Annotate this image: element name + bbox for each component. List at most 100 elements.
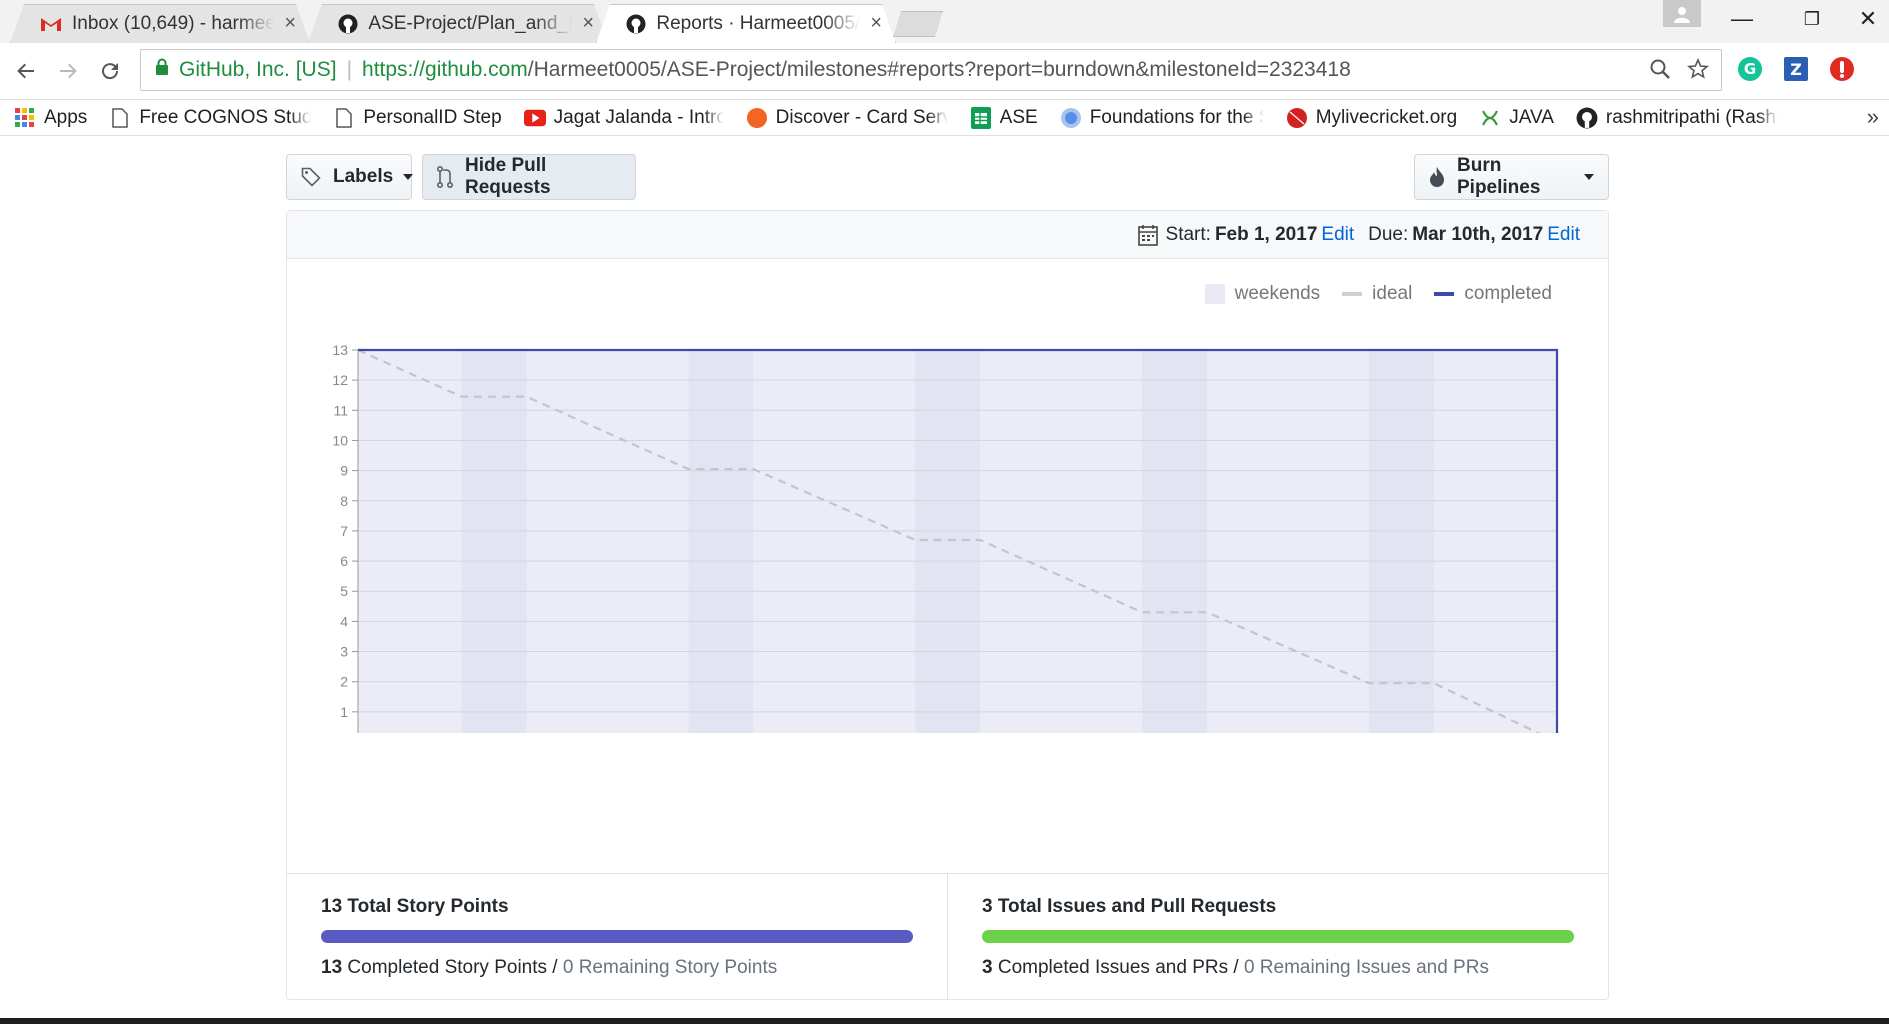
apps-grid-icon	[14, 107, 36, 129]
edit-due-link[interactable]: Edit	[1547, 223, 1580, 245]
y-tick-label-2: 2	[340, 674, 348, 690]
story-breakdown: 13 Completed Story Points / 0 Remaining …	[321, 957, 778, 978]
start-date: Feb 1, 2017	[1214, 223, 1318, 245]
browser-tab-strip: Inbox (10,649) - harmeet × ASE-Project/P…	[0, 0, 1889, 43]
issues-progress-fill	[982, 930, 1574, 943]
issues-total: 3 Total Issues and Pull Requests	[982, 896, 1277, 917]
url-path: /Harmeet0005/ASE-Project/milestones#repo…	[527, 58, 1351, 81]
cricket-ball-icon	[1286, 107, 1308, 129]
chart-legend: weekends ideal completed	[1204, 283, 1552, 305]
chevron-down-icon	[403, 174, 414, 180]
y-tick-label-8: 8	[340, 493, 348, 509]
hide-pull-requests-label: Hide Pull Requests	[465, 155, 551, 198]
y-tick-label-11: 11	[333, 402, 348, 418]
bookmark-discover[interactable]: Discover - Card Servic	[746, 107, 948, 129]
burn-pipelines-button[interactable]: Burn Pipelines	[1414, 154, 1609, 200]
bookmark-jagat[interactable]: Jagat Jalanda - Intro -	[523, 107, 724, 129]
y-tick-label-12: 12	[332, 372, 348, 388]
legend-weekends[interactable]: weekends	[1204, 283, 1320, 305]
weekend-band-3	[1142, 350, 1208, 733]
issues-breakdown: 3 Completed Issues and PRs / 0 Remaining…	[982, 957, 1489, 978]
profile-icon[interactable]	[1663, 0, 1701, 27]
close-icon[interactable]: ×	[582, 12, 594, 34]
weekend-band-2	[915, 350, 981, 733]
github-icon	[338, 13, 358, 35]
new-tab-button[interactable]	[893, 11, 943, 37]
tab-label: Inbox (10,649) - harmeet	[72, 12, 275, 34]
y-tick-label-4: 4	[340, 613, 348, 629]
chevron-down-icon	[1584, 174, 1594, 180]
gmail-icon	[40, 13, 62, 35]
completed-line	[358, 348, 1559, 733]
bookmark-java[interactable]: JAVA	[1479, 107, 1554, 129]
labels-button[interactable]: Labels	[286, 154, 414, 200]
bookmark-star-icon[interactable]	[1687, 57, 1709, 86]
story-progress-bar	[321, 930, 913, 943]
issues-progress-bar	[982, 930, 1574, 943]
address-bar-row: GitHub, Inc. [US] | https://github.com/H…	[0, 43, 1889, 100]
url-host: https://github.com	[362, 58, 528, 81]
tab-plan[interactable]: ASE-Project/Plan_and_In ×	[308, 4, 608, 43]
bookmark-rashmi[interactable]: rashmitripathi (Rashm	[1576, 107, 1778, 129]
due-label: Due:	[1368, 223, 1409, 245]
bookmarks-bar: Apps Free COGNOS Study C PersonalID Step…	[0, 100, 1889, 136]
burndown-report: Start: Feb 1, 2017 Edit Due: Mar 10th, 2…	[286, 210, 1609, 1000]
pull-request-icon	[437, 166, 453, 188]
sheets-icon	[970, 106, 992, 129]
milestone-dates: Start: Feb 1, 2017 Edit Due: Mar 10th, 2…	[287, 211, 1608, 259]
weekend-band-0	[461, 350, 527, 733]
bookmark-apps[interactable]: Apps	[14, 107, 87, 129]
labels-button-label: Labels	[333, 166, 394, 187]
tag-icon	[301, 167, 321, 187]
tab-reports[interactable]: Reports · Harmeet0005/A ×	[596, 4, 896, 43]
y-tick-label-10: 10	[332, 432, 348, 448]
svg-text:Z: Z	[1790, 60, 1802, 79]
zoom-icon[interactable]	[1649, 58, 1671, 86]
youtube-icon	[523, 107, 546, 129]
y-tick-label-3: 3	[340, 644, 348, 660]
bookmark-cricket[interactable]: Mylivecricket.org	[1286, 107, 1457, 129]
report-stats: 13 Total Story Points 13 Completed Story…	[287, 873, 1608, 999]
taskbar-edge	[0, 1018, 1889, 1024]
forward-icon[interactable]	[52, 55, 84, 87]
zotero-icon[interactable]: Z	[1782, 55, 1810, 83]
adblock-icon[interactable]	[1828, 55, 1856, 83]
hide-pull-requests-button[interactable]: Hide Pull Requests	[422, 154, 636, 200]
y-tick-label-7: 7	[340, 523, 348, 539]
restore-icon[interactable]: ❐	[1803, 9, 1821, 29]
back-icon[interactable]	[10, 55, 42, 87]
grammarly-icon[interactable]: G	[1736, 55, 1764, 83]
issues-stat: 3 Total Issues and Pull Requests 3 Compl…	[947, 874, 1608, 999]
tab-gmail[interactable]: Inbox (10,649) - harmeet ×	[10, 4, 310, 43]
y-tick-label-5: 5	[340, 583, 348, 599]
story-total: 13 Total Story Points	[321, 896, 509, 917]
burn-pipelines-label: Burn Pipelines	[1457, 155, 1541, 198]
burndown-chart: 012345678910111213Feb 1stFeb 3rdFeb 5thF…	[332, 342, 1559, 733]
page-icon	[333, 107, 355, 129]
close-window-icon[interactable]: ✕	[1858, 6, 1878, 31]
legend-completed[interactable]: completed	[1434, 283, 1552, 305]
tab-label: Reports · Harmeet0005/A	[656, 12, 861, 34]
java-icon	[1479, 107, 1501, 129]
close-icon[interactable]: ×	[284, 12, 296, 34]
bookmark-cognos[interactable]: Free COGNOS Study C	[109, 107, 311, 129]
edit-start-link[interactable]: Edit	[1321, 223, 1355, 245]
close-icon[interactable]: ×	[870, 12, 882, 34]
bookmark-ase[interactable]: ASE	[970, 106, 1038, 129]
url-input[interactable]: GitHub, Inc. [US] | https://github.com/H…	[140, 49, 1722, 91]
globe-icon	[1060, 107, 1082, 129]
discover-icon	[746, 107, 768, 129]
github-icon	[1576, 107, 1598, 129]
y-tick-label-13: 13	[332, 342, 348, 358]
site-identity[interactable]: GitHub, Inc. [US]	[179, 58, 337, 81]
weekend-band-4	[1369, 350, 1434, 733]
minimize-icon[interactable]: —	[1731, 6, 1753, 31]
bookmark-foundations[interactable]: Foundations for the S	[1060, 107, 1264, 129]
reload-icon[interactable]	[94, 55, 126, 87]
bookmarks-overflow-icon[interactable]: »	[1866, 104, 1879, 129]
legend-ideal[interactable]: ideal	[1342, 283, 1412, 305]
start-label: Start:	[1165, 223, 1211, 245]
bookmark-personalid[interactable]: PersonalID Step	[333, 107, 502, 129]
weekend-band-1	[688, 350, 754, 733]
story-progress-fill	[321, 930, 913, 943]
